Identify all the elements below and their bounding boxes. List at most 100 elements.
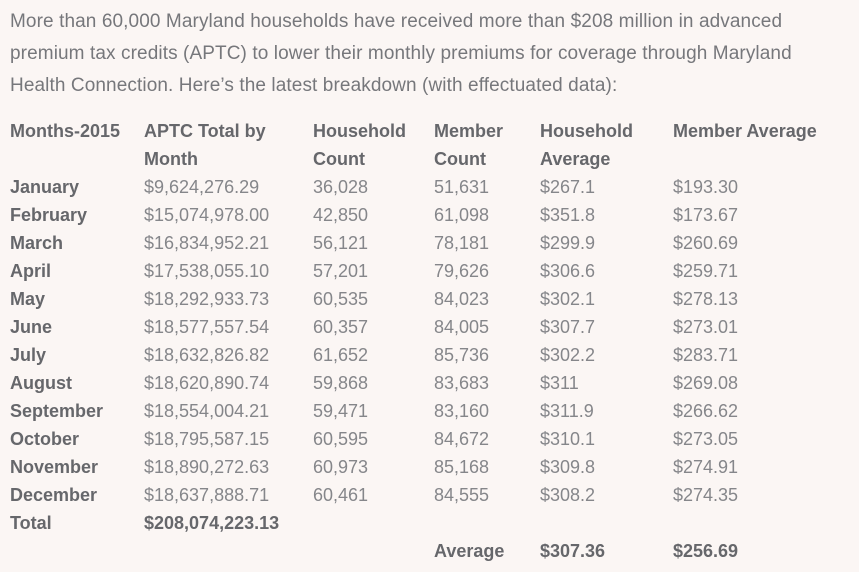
cell-aptc-total: $18,890,272.63 [144, 457, 270, 477]
cell-month: December [10, 485, 98, 505]
cell-household-average: $310.1 [540, 429, 596, 449]
cell-household-average: $267.1 [540, 177, 596, 197]
cell-member-count: 84,023 [434, 289, 490, 309]
cell-household-average: $302.1 [540, 289, 596, 309]
cell-household-count: 60,461 [313, 485, 369, 505]
cell-month: July [10, 345, 47, 365]
table-header: Months-2015 APTC Total by Month Househol… [10, 117, 859, 173]
cell-month: April [10, 261, 52, 281]
cell-member-average: $273.01 [673, 317, 739, 337]
cell-household-average: $307.36 [540, 541, 606, 561]
cell-member-count [434, 509, 540, 537]
table-body: January $9,624,276.29 36,028 51,631 $267.1 $1… [10, 173, 859, 565]
cell-member-average: $274.91 [673, 457, 739, 477]
cell-member-count: Average [434, 541, 505, 561]
cell-member-average: $269.08 [673, 373, 739, 393]
cell-month: November [10, 457, 99, 477]
column-header-member-count: Member Count [434, 121, 504, 169]
cell-household-average [540, 509, 673, 537]
column-header-member-average: Member Average [673, 121, 817, 141]
cell-member-average: $173.67 [673, 205, 739, 225]
cell-aptc-total: $9,624,276.29 [144, 177, 260, 197]
cell-household-average: $311.9 [540, 401, 594, 421]
cell-household-average: $299.9 [540, 233, 596, 253]
cell-aptc-total: $208,074,223.13 [144, 513, 280, 533]
cell-household-count: 59,868 [313, 373, 369, 393]
cell-member-average: $193.30 [673, 177, 739, 197]
table-row: October $18,795,587.15 60,595 84,672 $310.1 $… [10, 425, 859, 453]
column-header-household-count: Household Count [313, 121, 406, 169]
cell-household-average: $302.2 [540, 345, 596, 365]
table-row: August $18,620,890.74 59,868 83,683 $311 $269… [10, 369, 859, 397]
cell-month: September [10, 401, 104, 421]
table-row: May $18,292,933.73 60,535 84,023 $302.1 $278.… [10, 285, 859, 313]
cell-aptc-total [144, 537, 313, 565]
table-row: December $18,637,888.71 60,461 84,555 $308.2… [10, 481, 859, 509]
cell-household-count: 60,357 [313, 317, 369, 337]
cell-household-count: 60,535 [313, 289, 369, 309]
cell-member-count: 83,683 [434, 373, 490, 393]
cell-month: January [10, 177, 80, 197]
cell-member-average: $259.71 [673, 261, 739, 281]
cell-month [10, 537, 144, 565]
table-row: April $17,538,055.10 57,201 79,626 $306.6 $25… [10, 257, 859, 285]
cell-member-count: 85,168 [434, 457, 490, 477]
cell-aptc-total: $18,620,890.74 [144, 373, 270, 393]
cell-member-average: $283.71 [673, 345, 739, 365]
cell-household-average: $311 [540, 373, 579, 393]
table-footer-row: Average $307.36 $256.69 [10, 537, 859, 565]
column-header-aptc-total: APTC Total by Month [144, 121, 266, 169]
cell-household-count: 60,595 [313, 429, 369, 449]
cell-aptc-total: $18,637,888.71 [144, 485, 270, 505]
cell-aptc-total: $18,577,557.54 [144, 317, 270, 337]
cell-member-average: $274.35 [673, 485, 739, 505]
cell-member-average: $266.62 [673, 401, 739, 421]
cell-household-count: 60,973 [313, 457, 369, 477]
cell-month: March [10, 233, 64, 253]
cell-aptc-total: $18,795,587.15 [144, 429, 270, 449]
cell-aptc-total: $18,554,004.21 [144, 401, 270, 421]
table-header-row: Months-2015 APTC Total by Month Househol… [10, 117, 859, 173]
table-footer-row: Total $208,074,223.13 [10, 509, 859, 537]
cell-month: October [10, 429, 80, 449]
cell-household-count: 61,652 [313, 345, 369, 365]
cell-household-average: $309.8 [540, 457, 596, 477]
cell-member-average: $256.69 [673, 541, 739, 561]
cell-member-average [673, 509, 859, 537]
cell-household-count: 36,028 [313, 177, 369, 197]
cell-member-count: 83,160 [434, 401, 490, 421]
cell-aptc-total: $15,074,978.00 [144, 205, 270, 225]
cell-month: June [10, 317, 53, 337]
aptc-table: Months-2015 APTC Total by Month Househol… [10, 117, 859, 565]
cell-member-average: $278.13 [673, 289, 739, 309]
cell-member-count: 85,736 [434, 345, 490, 365]
cell-member-count: 51,631 [434, 177, 490, 197]
cell-aptc-total: $18,292,933.73 [144, 289, 270, 309]
cell-household-count: 57,201 [313, 261, 369, 281]
cell-month: August [10, 373, 72, 393]
intro-paragraph: More than 60,000 Maryland households hav… [10, 11, 792, 96]
cell-member-count: 79,626 [434, 261, 490, 281]
cell-month: February [10, 205, 88, 225]
cell-aptc-total: $16,834,952.21 [144, 233, 270, 253]
table-row: November $18,890,272.63 60,973 85,168 $309.8… [10, 453, 859, 481]
column-header-months: Months-2015 [10, 121, 121, 141]
cell-member-average: $260.69 [673, 233, 739, 253]
table-row: January $9,624,276.29 36,028 51,631 $267.1 $1… [10, 173, 859, 201]
table-row: February $15,074,978.00 42,850 61,098 $351.8… [10, 201, 859, 229]
cell-household-average: $306.6 [540, 261, 596, 281]
cell-aptc-total: $18,632,826.82 [144, 345, 270, 365]
cell-household-count [313, 509, 434, 537]
cell-member-count: 84,672 [434, 429, 490, 449]
cell-member-count: 78,181 [434, 233, 490, 253]
cell-household-count: 59,471 [313, 401, 369, 421]
table-row: September $18,554,004.21 59,471 83,160 $311.… [10, 397, 859, 425]
cell-household-average: $307.7 [540, 317, 596, 337]
cell-member-average: $273.05 [673, 429, 739, 449]
table-row: March $16,834,952.21 56,121 78,181 $299.9 $26… [10, 229, 859, 257]
cell-month: Total [10, 513, 52, 533]
cell-household-average: $308.2 [540, 485, 596, 505]
column-header-household-average: Household Average [540, 121, 633, 169]
cell-household-count: 56,121 [313, 233, 369, 253]
